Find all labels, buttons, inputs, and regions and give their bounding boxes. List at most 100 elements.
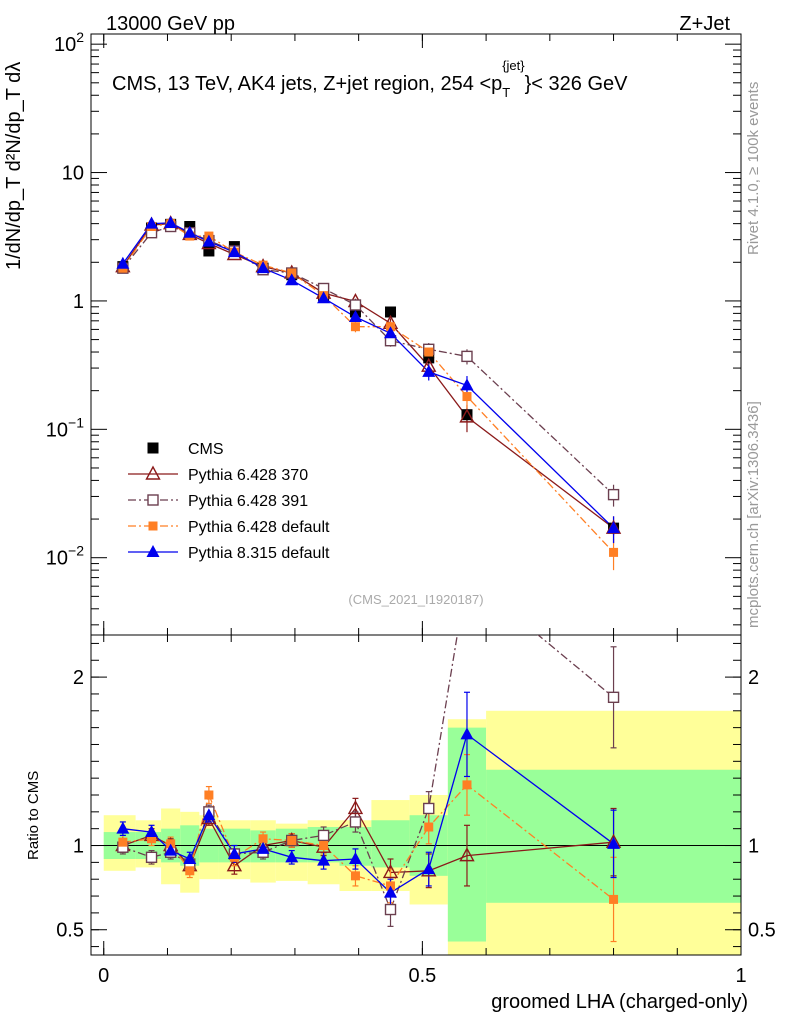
data-point-ratio	[145, 851, 158, 864]
data-point-ratio	[347, 800, 364, 815]
data-point-main	[461, 409, 473, 421]
legend-label: Pythia 6.428 370	[188, 467, 308, 484]
data-point-main	[609, 547, 619, 557]
ratio-tick-label: 2	[73, 667, 84, 689]
data-point-main	[285, 273, 299, 286]
data-point-main	[256, 261, 270, 274]
data-point-ratio	[424, 822, 434, 832]
header-left: 13000 GeV pp	[106, 13, 235, 35]
data-point-ratio	[349, 816, 362, 828]
data-point-ratio	[226, 857, 243, 872]
data-point-ratio	[382, 864, 399, 879]
data-point-ratio	[319, 841, 329, 851]
data-point-ratio	[116, 821, 130, 834]
legend-marker	[146, 545, 160, 557]
data-point-main	[203, 245, 215, 257]
data-point-main	[422, 364, 436, 377]
data-point-ratio	[460, 727, 474, 740]
legend: CMS Pythia 6.428 370 Pythia 6.428 391 Pythi…	[128, 441, 330, 562]
legend-marker	[147, 442, 159, 454]
ratio-y-label: Ratio to CMS	[25, 771, 42, 860]
y-tick-label: 10−1	[46, 414, 84, 441]
ratio-tick-label-right: 0.5	[748, 920, 776, 942]
data-point-main	[348, 309, 362, 322]
ratio-tick-label: 0.5	[56, 920, 84, 942]
data-point-ratio	[183, 852, 197, 864]
chart-title: CMS, 13 TeV, AK4 jets, Z+jet region, 254…	[112, 58, 628, 100]
data-point-ratio	[258, 834, 268, 844]
title-sub: T	[502, 85, 510, 100]
data-point-main	[116, 256, 130, 269]
data-point-main	[227, 245, 241, 258]
x-axis-label: groomed LHA (charged-only)	[491, 991, 748, 1013]
ratio-tick-label: 1	[73, 836, 84, 858]
data-point-ratio	[384, 885, 398, 898]
data-point-main	[460, 378, 474, 391]
y-tick-label: 10	[62, 163, 84, 185]
data-point-ratio	[118, 837, 128, 847]
data-point-main	[424, 347, 434, 357]
title-sup: {jet}	[502, 58, 525, 73]
data-point-ratio	[609, 894, 619, 904]
data-point-ratio	[317, 853, 331, 866]
data-point-main	[384, 326, 398, 339]
data-point-main	[462, 392, 472, 402]
data-point-main	[607, 521, 621, 534]
title-main: CMS, 13 TeV, AK4 jets, Z+jet region, 254…	[112, 73, 502, 95]
data-point-main	[607, 488, 620, 501]
legend-marker	[148, 521, 158, 531]
ratio-uncertainty-bands	[91, 710, 741, 955]
data-point-ratio	[202, 808, 216, 821]
data-point-ratio	[607, 836, 621, 849]
data-point-ratio	[287, 835, 297, 845]
legend-label: CMS	[188, 441, 224, 458]
data-point-main	[385, 306, 397, 318]
data-point-ratio	[384, 903, 397, 916]
data-point-ratio	[147, 834, 157, 844]
data-point-main	[183, 225, 197, 238]
legend-label: Pythia 6.428 391	[188, 493, 308, 510]
legend-label: Pythia 6.428 default	[188, 519, 330, 536]
data-point-ratio	[285, 850, 299, 863]
y-axis-label: 1/dN/dp_T d²N/dp_T dλ	[3, 62, 25, 270]
data-point-ratio	[422, 862, 436, 875]
data-point-main	[287, 268, 297, 278]
data-point-main	[317, 291, 331, 304]
data-point-ratio	[145, 825, 159, 838]
data-point-main	[202, 234, 216, 247]
y-tick-label: 1	[73, 291, 84, 313]
legend-label: Pythia 8.315 default	[188, 545, 330, 562]
data-point-ratio	[185, 866, 195, 876]
ratio-tick-label-right: 1	[748, 836, 759, 858]
axis-ticks: 0 0.5 1 102 10 1 10−1 10−2 2 2 1 1 0.5 0.5	[46, 29, 776, 987]
data-point-ratio	[317, 829, 330, 842]
ratio-tick-label-right: 2	[748, 667, 759, 689]
mcplots-source-text: mcplots.cern.ch [arXiv:1306.3436]	[745, 401, 762, 628]
data-point-ratio	[348, 852, 362, 864]
data-point-ratio	[459, 847, 475, 862]
legend-marker	[147, 494, 159, 506]
data-point-main	[461, 350, 473, 363]
y-tick-label: 102	[54, 29, 84, 56]
data-point-main	[145, 216, 159, 229]
data-point-ratio	[227, 846, 241, 859]
title-tail: }< 326 GeV	[525, 73, 629, 95]
x-tick-label: 1	[735, 965, 746, 987]
series-markers	[115, 215, 622, 916]
x-tick-label: 0.5	[408, 965, 436, 987]
data-point-main	[164, 215, 178, 228]
data-point-ratio	[350, 871, 360, 881]
rivet-version-text: Rivet 4.1.0, ≥ 100k events	[745, 82, 762, 255]
analysis-watermark: (CMS_2021_I1920187)	[348, 592, 483, 607]
y-tick-label: 10−2	[46, 543, 84, 570]
data-point-ratio	[462, 780, 472, 790]
data-point-ratio	[607, 691, 620, 704]
header-right: Z+Jet	[679, 13, 730, 35]
y-label-text: 1/dN/dp_T d²N/dp_T dλ	[3, 62, 25, 270]
data-point-ratio	[204, 790, 214, 800]
data-point-main	[350, 322, 360, 332]
data-point-ratio	[164, 843, 178, 856]
legend-marker	[145, 465, 161, 480]
data-point-main	[349, 299, 362, 311]
